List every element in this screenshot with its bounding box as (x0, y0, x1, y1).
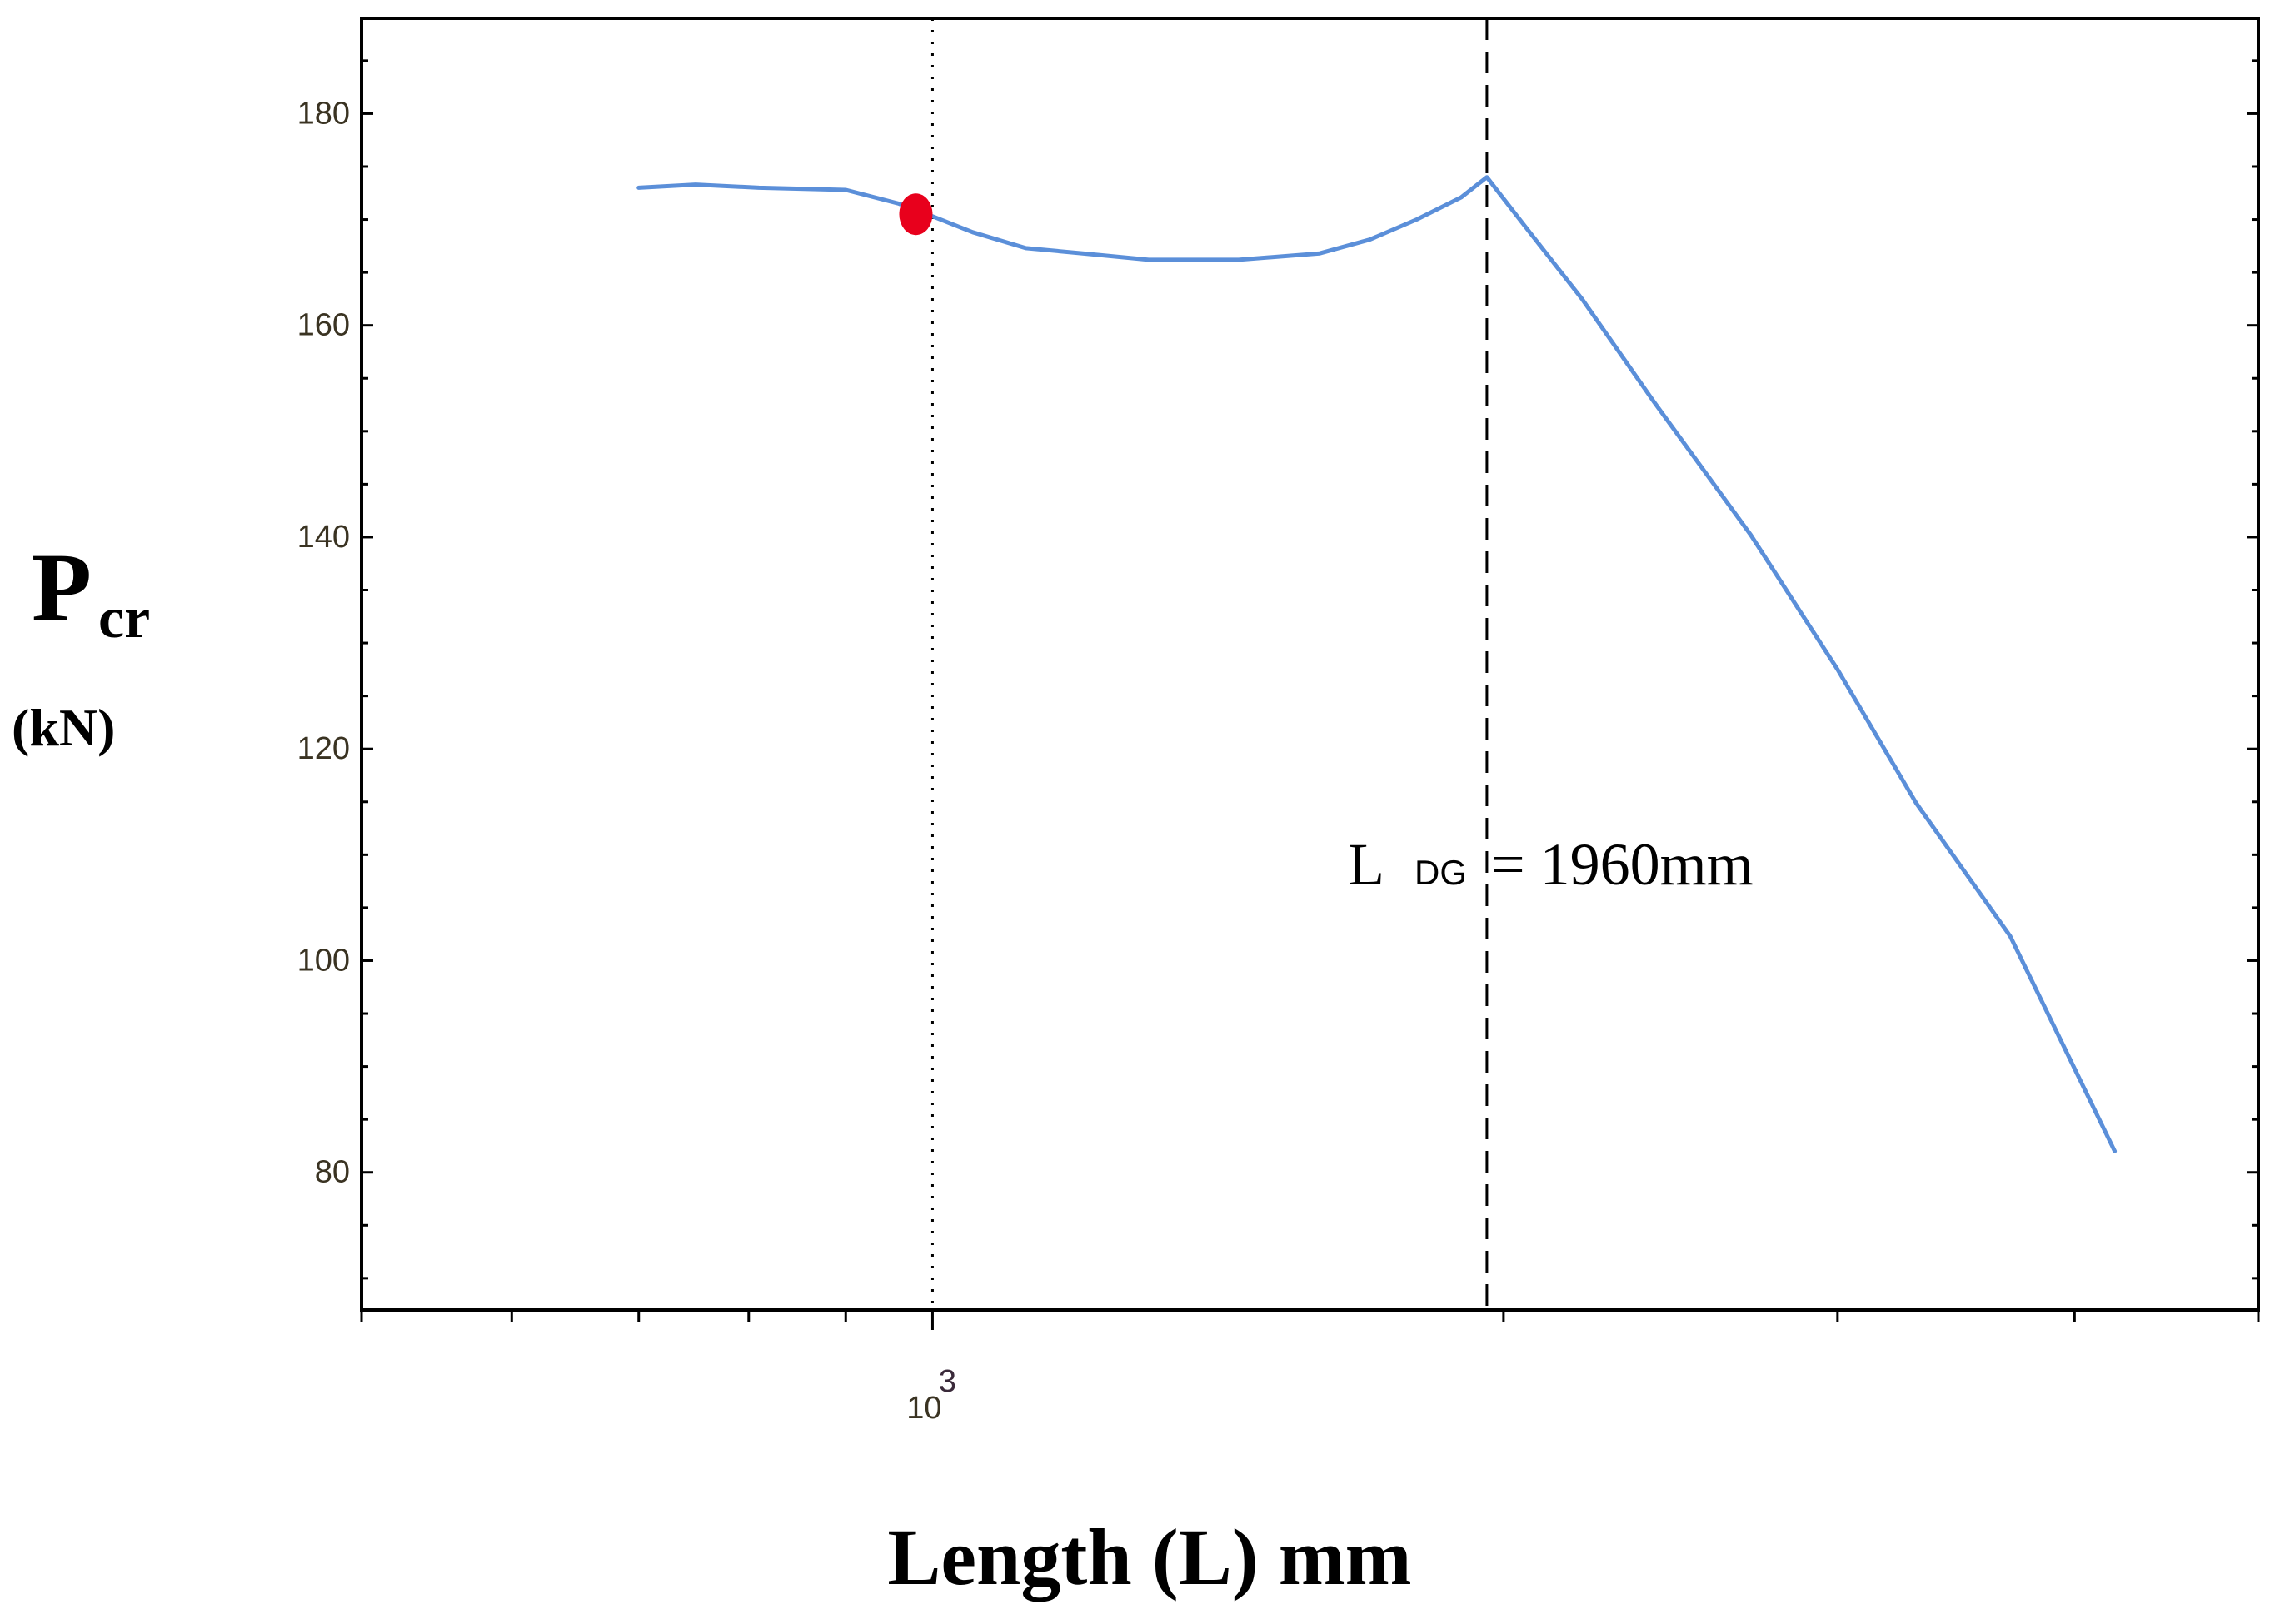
annotation-value: = 1960mm (1491, 831, 1754, 898)
y-tick-label: 80 (315, 1155, 350, 1190)
annotation-label: L (1348, 831, 1384, 898)
y-tick-label: 140 (297, 520, 350, 555)
y-axis-unit: (kN) (12, 698, 115, 757)
x-tick-label-exponent: 3 (939, 1364, 956, 1399)
y-axis-title: P (32, 533, 92, 642)
plot-area (636, 18, 2118, 1310)
y-tick-label: 160 (297, 308, 350, 343)
x-axis-title: Length (L) mm (887, 1512, 1411, 1602)
x-tick-label-base: 10 (906, 1391, 941, 1426)
y-axis-title-subscript: cr (98, 586, 150, 650)
data-point-marker (899, 193, 933, 236)
axes-layer: 80 100 120 140 160 180 103 (297, 17, 2260, 1426)
annotation-subscript: DG (1414, 853, 1467, 892)
y-tick-label: 180 (297, 96, 350, 131)
series-line (636, 175, 2118, 1153)
plot-frame (360, 17, 2260, 1312)
y-tick-label: 100 (297, 943, 350, 978)
y-tick-label: 120 (297, 731, 350, 766)
